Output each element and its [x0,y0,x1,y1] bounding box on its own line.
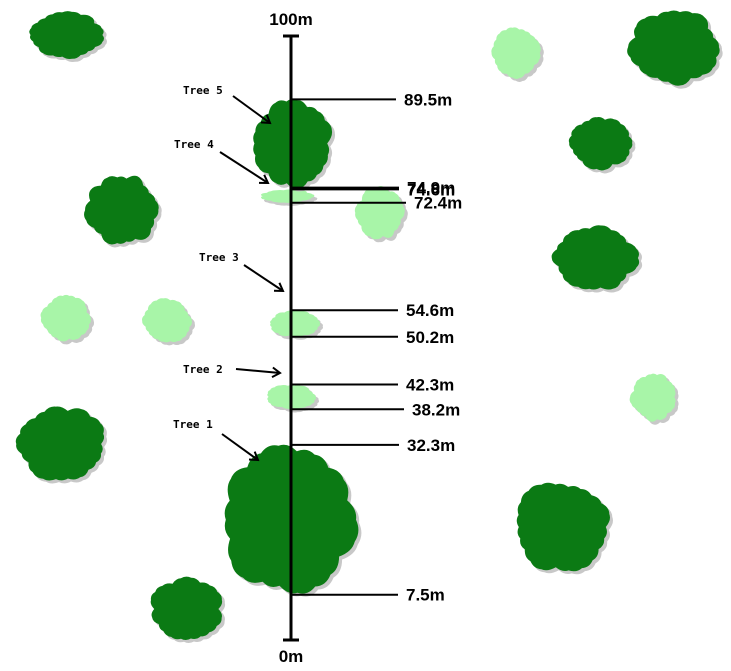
background-tree [354,186,408,243]
background-tree [150,576,226,643]
arrow-head-icon [248,451,260,462]
axis-bottom-label: 0m [279,647,304,666]
background-tree [629,373,679,425]
tree-label-text: Tree 5 [183,84,223,97]
measurement-label: 72.4m [414,194,462,213]
background-tree [84,175,162,248]
measurement-label: 89.5m [404,90,452,109]
transect-tree-5 [253,98,336,192]
crown [253,98,333,189]
transect-tree-1 [224,444,362,597]
background-tree [551,225,643,293]
crown [142,298,193,343]
transect-tree-3 [270,309,324,340]
crown [516,482,610,572]
crown [354,186,405,240]
tree-label-arrow [235,368,281,374]
crown [15,406,105,481]
background-trees [15,10,723,643]
tree-label-1: Tree 1 [173,418,260,462]
crown [260,189,315,203]
measurement-lines [291,98,406,596]
transect-trees [224,98,362,597]
tree-label-text: Tree 1 [173,418,213,431]
crown [629,373,676,422]
background-tree [142,298,196,346]
background-tree [627,10,723,89]
measurement-label: 74.9m [407,179,455,198]
crown [270,309,321,337]
measurement-label: 74.6m [407,180,455,199]
tree-label-text: Tree 2 [183,363,223,376]
arrow-head-icon [273,282,285,293]
crown [551,225,640,290]
measurement-label: 32.3m [407,436,455,455]
background-tree [40,294,95,345]
crown [84,175,159,245]
crown [627,10,720,86]
crown [568,116,633,171]
tree-label-5: Tree 5 [183,84,272,125]
measurement-label: 7.5m [406,586,445,605]
tree-label-3: Tree 3 [199,251,285,293]
tree-label-text: Tree 4 [174,138,214,151]
background-tree [15,406,108,484]
background-tree [568,116,636,174]
measurement-label: 54.6m [406,301,454,320]
measurement-label: 38.2m [412,400,460,419]
tree-label-arrow [221,433,259,461]
measurement-label: 50.2m [406,328,454,347]
tree-label-2: Tree 2 [183,363,282,378]
tree-label-arrow [219,151,269,184]
arrow-head-icon [260,114,272,125]
crown [150,576,223,640]
tree-label-4: Tree 4 [174,138,270,185]
arrow-head-icon [271,366,282,378]
tree-label-arrow [232,95,271,124]
crown [491,27,541,79]
background-tree [29,11,107,63]
tree-label-arrow [243,264,284,292]
tree-labels: Tree 1 Tree 2 Tree 3 Tree 4 Tree 5 [173,84,285,462]
measurement-label: 42.3m [406,376,454,395]
arrow-head-icon [258,174,270,185]
tree-label-text: Tree 3 [199,251,239,264]
crown [40,294,92,342]
background-tree [491,27,544,82]
axis-top-label: 100m [269,10,312,29]
crown [29,11,104,60]
background-tree [516,482,613,575]
